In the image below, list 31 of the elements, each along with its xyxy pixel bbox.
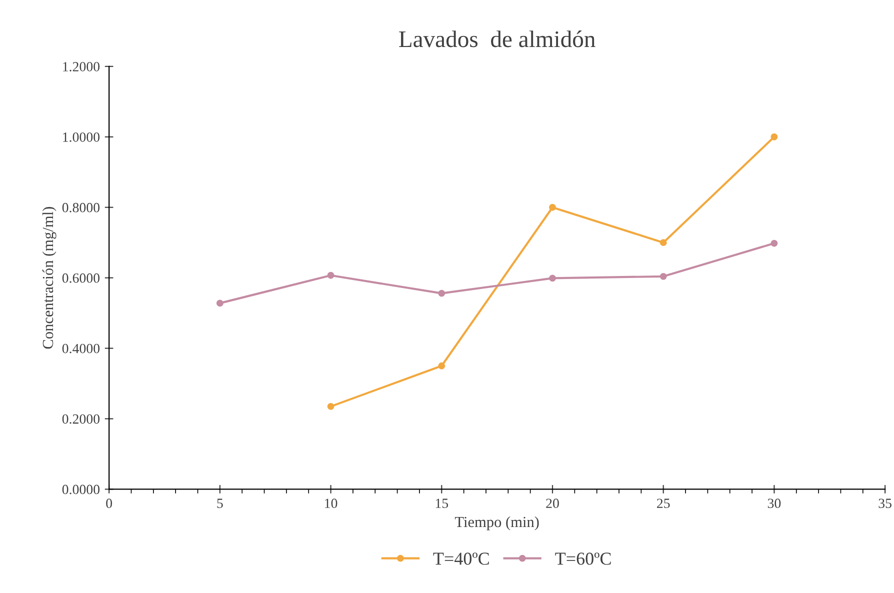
x-tick-label: 10 xyxy=(325,498,338,508)
y-tick-label: 0.0000 xyxy=(62,484,100,494)
legend-label: T=40ºC xyxy=(433,552,489,565)
x-tick-label: 30 xyxy=(768,498,781,508)
y-tick-label: 0.6000 xyxy=(62,273,100,283)
point xyxy=(327,272,334,279)
x-tick-label: 20 xyxy=(546,498,559,508)
x-tick-label: 5 xyxy=(217,498,223,508)
legend-label: T=60ºC xyxy=(555,552,611,565)
point xyxy=(216,300,224,307)
x-axis-title: Tiempo (min) xyxy=(454,516,539,530)
point xyxy=(770,240,778,247)
point xyxy=(660,239,667,246)
y-tick-label: 1.2000 xyxy=(63,62,100,72)
y-tick-label: 0.4000 xyxy=(62,344,100,354)
y-tick-label: 0.8000 xyxy=(62,202,100,212)
x-tick-label: 15 xyxy=(436,498,448,508)
point xyxy=(549,274,556,282)
point xyxy=(770,133,778,140)
point xyxy=(438,362,446,370)
y-tick-label: 1.0000 xyxy=(63,132,100,142)
y-tick-label: 0.2000 xyxy=(62,414,100,424)
point xyxy=(327,402,334,410)
point xyxy=(549,204,556,211)
y-axis-title: Concentración (mg/ml) xyxy=(42,207,56,349)
x-tick-label: 0 xyxy=(106,498,112,508)
x-tick-label: 35 xyxy=(878,498,892,508)
point xyxy=(660,272,667,280)
point xyxy=(438,290,446,297)
chart-title: Lavados de almidón xyxy=(399,30,596,48)
x-tick-label: 25 xyxy=(657,498,670,508)
